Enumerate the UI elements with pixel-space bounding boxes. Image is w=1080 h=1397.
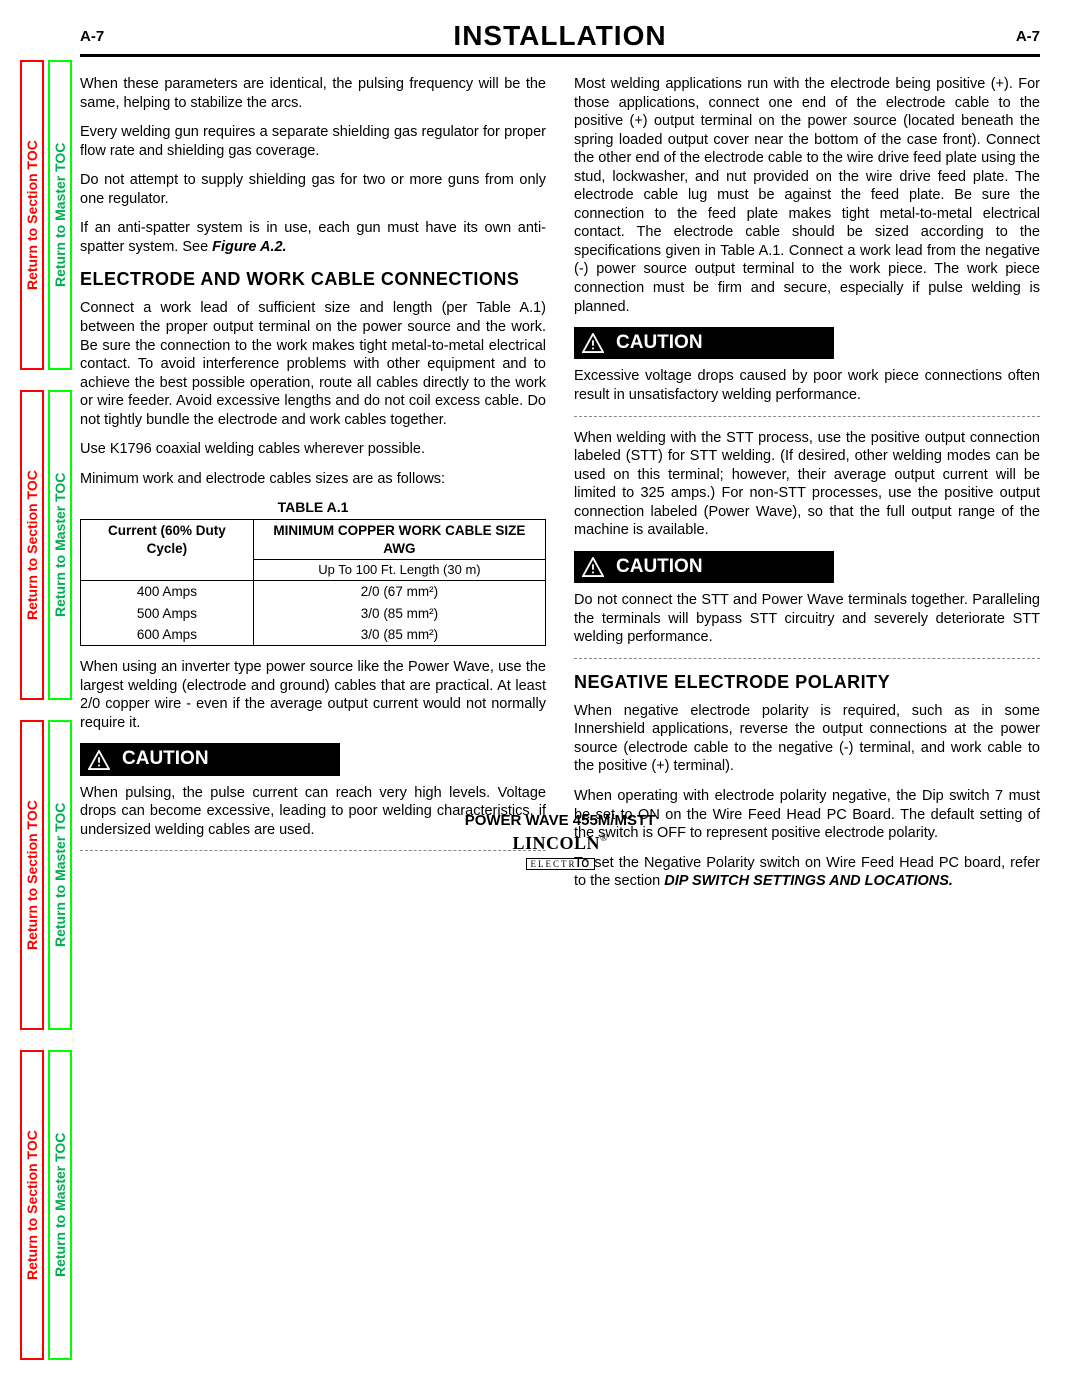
model-name: POWER WAVE 455M/MSTT: [80, 812, 1040, 829]
section-heading: ELECTRODE AND WORK CABLE CONNECTIONS: [80, 268, 546, 291]
body-text: When negative electrode polarity is requ…: [574, 702, 1040, 776]
body-text: Use K1796 coaxial welding cables whereve…: [80, 440, 546, 459]
table-subheader: Up To 100 Ft. Length (30 m): [253, 559, 545, 581]
table-cell: 2/0 (67 mm²): [253, 581, 545, 603]
return-master-toc-tab[interactable]: Return to Master TOC: [48, 60, 72, 370]
return-master-toc-tab[interactable]: Return to Master TOC: [48, 1050, 72, 1360]
return-section-toc-tab[interactable]: Return to Section TOC: [20, 1050, 44, 1360]
section-reference: DIP SWITCH SETTINGS AND LOCATIONS.: [664, 873, 953, 889]
right-column: Most welding applications run with the e…: [574, 75, 1040, 902]
warning-icon: [582, 333, 604, 353]
body-text: Excessive voltage drops caused by poor w…: [574, 367, 1040, 404]
table-title: TABLE A.1: [80, 499, 546, 517]
caution-label: CAUTION: [616, 555, 703, 579]
return-section-toc-tab[interactable]: Return to Section TOC: [20, 390, 44, 700]
page-title: INSTALLATION: [453, 20, 666, 52]
table-cell: 500 Amps: [81, 603, 254, 624]
caution-label: CAUTION: [616, 331, 703, 355]
master-toc-column: Return to Master TOC Return to Master TO…: [48, 60, 72, 1360]
table-cell: 3/0 (85 mm²): [253, 603, 545, 624]
page-number-left: A-7: [80, 28, 104, 45]
figure-reference: Figure A.2.: [212, 239, 286, 255]
body-text: Connect a work lead of sufficient size a…: [80, 299, 546, 429]
separator: [574, 658, 1040, 659]
return-section-toc-tab[interactable]: Return to Section TOC: [20, 720, 44, 1030]
table-cell: 400 Amps: [81, 581, 254, 603]
body-text: Do not connect the STT and Power Wave te…: [574, 591, 1040, 647]
body-text: When welding with the STT process, use t…: [574, 429, 1040, 540]
return-master-toc-tab[interactable]: Return to Master TOC: [48, 720, 72, 1030]
warning-icon: [582, 557, 604, 577]
logo-text: LINCOLN: [512, 833, 600, 853]
lincoln-logo: LINCOLN® ELECTRIC: [512, 833, 607, 872]
cable-size-table: Current (60% Duty Cycle) MINIMUM COPPER …: [80, 519, 546, 646]
body-text: If an anti-spatter system is in use, eac…: [80, 219, 546, 256]
caution-banner: CAUTION: [574, 327, 834, 359]
body-text: Minimum work and electrode cables sizes …: [80, 470, 546, 489]
body-text: Do not attempt to supply shielding gas f…: [80, 171, 546, 208]
body-text: Most welding applications run with the e…: [574, 75, 1040, 316]
page-content: A-7 INSTALLATION A-7 When these paramete…: [80, 20, 1040, 902]
toc-tabs: Return to Section TOC Return to Section …: [20, 60, 72, 1360]
return-section-toc-tab[interactable]: Return to Section TOC: [20, 60, 44, 370]
body-text: Every welding gun requires a separate sh…: [80, 123, 546, 160]
left-column: When these parameters are identical, the…: [80, 75, 546, 902]
caution-banner: CAUTION: [80, 743, 340, 775]
page-number-right: A-7: [1016, 28, 1040, 45]
table-cell: 3/0 (85 mm²): [253, 624, 545, 646]
logo-subtext: ELECTRIC: [526, 858, 595, 870]
section-heading: NEGATIVE ELECTRODE POLARITY: [574, 671, 1040, 694]
caution-banner: CAUTION: [574, 551, 834, 583]
table-header: MINIMUM COPPER WORK CABLE SIZE AWG: [253, 520, 545, 560]
table-header: Current (60% Duty Cycle): [81, 520, 254, 581]
section-toc-column: Return to Section TOC Return to Section …: [20, 60, 44, 1360]
warning-icon: [88, 750, 110, 770]
page-header: A-7 INSTALLATION A-7: [80, 20, 1040, 57]
two-column-layout: When these parameters are identical, the…: [80, 75, 1040, 902]
table-cell: 600 Amps: [81, 624, 254, 646]
body-text: When using an inverter type power source…: [80, 658, 546, 732]
page-footer: POWER WAVE 455M/MSTT LINCOLN® ELECTRIC: [80, 812, 1040, 872]
caution-label: CAUTION: [122, 747, 209, 771]
table-a1: TABLE A.1 Current (60% Duty Cycle) MINIM…: [80, 499, 546, 646]
body-text: When these parameters are identical, the…: [80, 75, 546, 112]
separator: [574, 416, 1040, 417]
registered-mark: ®: [600, 833, 608, 844]
return-master-toc-tab[interactable]: Return to Master TOC: [48, 390, 72, 700]
